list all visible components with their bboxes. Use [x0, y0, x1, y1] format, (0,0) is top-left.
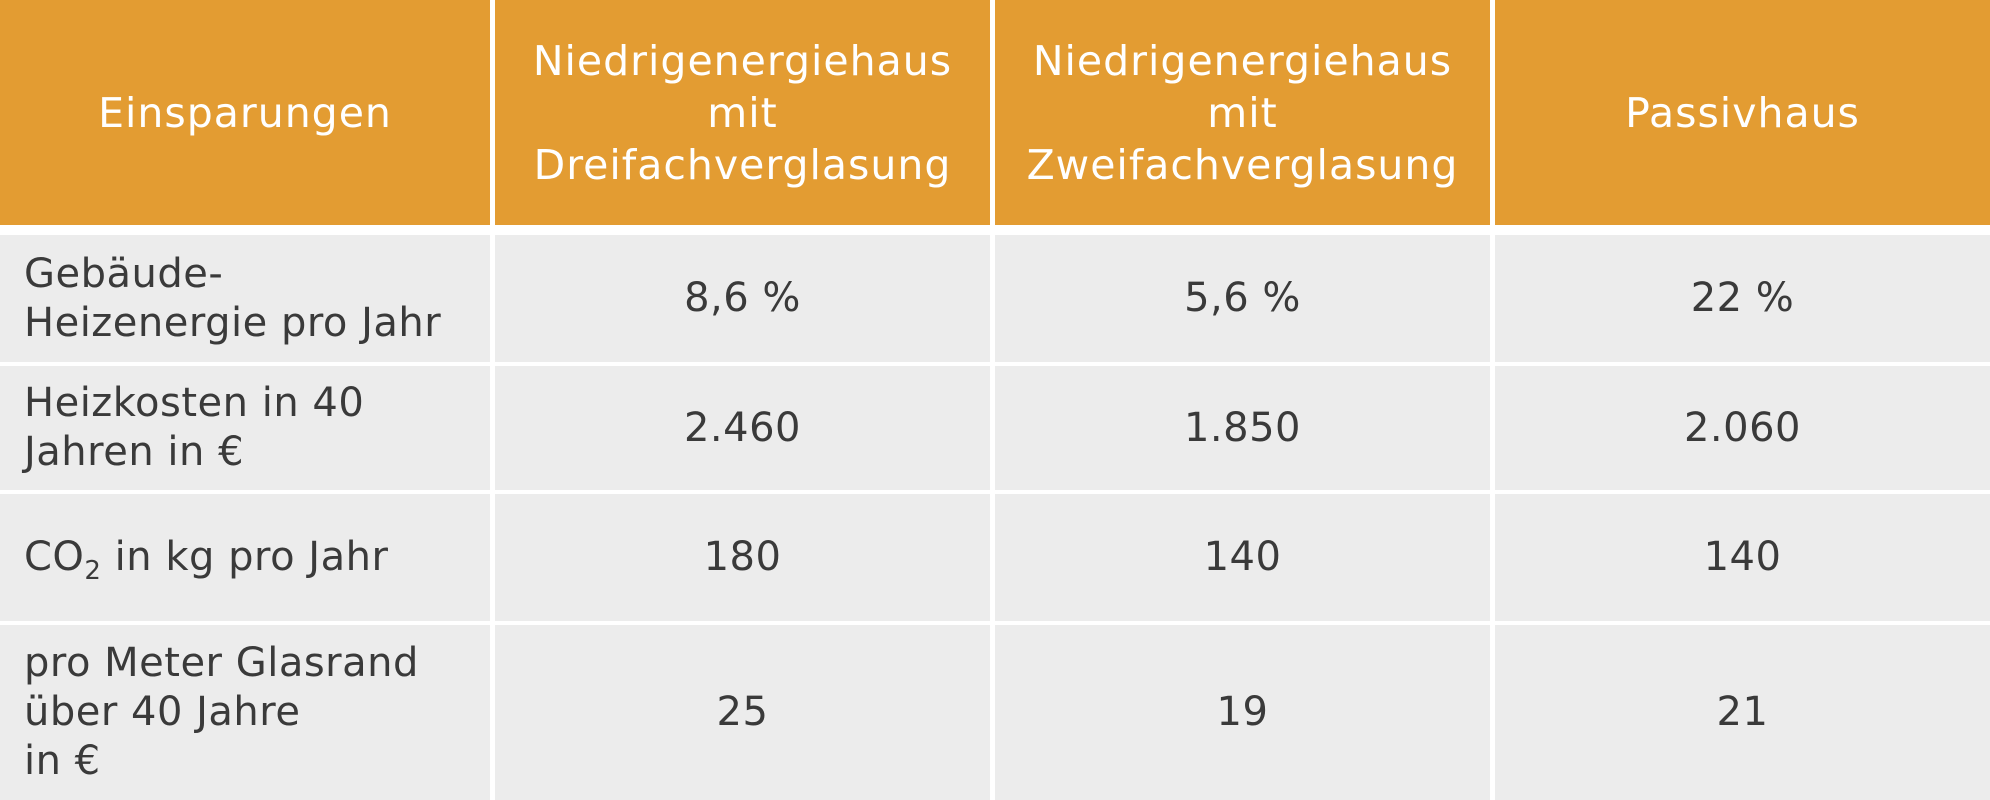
table-header-row: Einsparungen Niedrigenergiehaus mit Drei…	[0, 0, 1990, 225]
header-niedrigenergiehaus-zweifach: Niedrigenergiehaus mit Zweifachverglasun…	[995, 0, 1495, 225]
row-label-subscript: 2	[84, 556, 102, 586]
row-label: Heizkosten in 40 Jahren in €	[0, 366, 495, 494]
value-passivhaus: 140	[1495, 494, 1990, 625]
row-label-line: Heizkosten in 40	[24, 380, 365, 426]
header-einsparungen: Einsparungen	[0, 0, 495, 225]
row-label-line: über 40 Jahre	[24, 689, 301, 735]
row-label: Gebäude- Heizenergie pro Jahr	[0, 235, 495, 366]
row-label-line: in €	[24, 738, 101, 784]
row-label-line: Gebäude-	[24, 250, 224, 297]
header-separator	[0, 225, 1990, 235]
value-dreifach: 25	[495, 625, 995, 800]
header-passivhaus: Passivhaus	[1495, 0, 1990, 225]
table-row: CO2 in kg pro Jahr 180 140 140	[0, 494, 1990, 625]
header-line: mit	[707, 88, 778, 137]
value-zweifach: 140	[995, 494, 1495, 625]
value-passivhaus: 22 %	[1495, 235, 1990, 366]
row-label-co: CO	[24, 534, 85, 580]
header-line: Niedrigenergiehaus	[532, 36, 953, 85]
header-line: Einsparungen	[98, 88, 392, 137]
header-line: mit	[1207, 88, 1278, 137]
header-line: Niedrigenergiehaus	[1032, 36, 1453, 85]
header-niedrigenergiehaus-dreifach: Niedrigenergiehaus mit Dreifachverglasun…	[495, 0, 995, 225]
header-line: Dreifachverglasung	[533, 140, 952, 189]
row-label-rest: in kg pro Jahr	[101, 534, 389, 580]
table-row: Heizkosten in 40 Jahren in € 2.460 1.850…	[0, 366, 1990, 494]
row-label-line: pro Meter Glasrand	[24, 640, 419, 686]
row-label: pro Meter Glasrand über 40 Jahre in €	[0, 625, 495, 800]
header-line: Zweifachverglasung	[1026, 140, 1459, 189]
value-zweifach: 19	[995, 625, 1495, 800]
row-label-line: Jahren in €	[24, 429, 245, 475]
value-dreifach: 180	[495, 494, 995, 625]
header-line: Passivhaus	[1625, 88, 1860, 137]
row-label-line: Heizenergie pro Jahr	[24, 299, 442, 346]
value-dreifach: 2.460	[495, 366, 995, 494]
value-zweifach: 1.850	[995, 366, 1495, 494]
value-passivhaus: 2.060	[1495, 366, 1990, 494]
value-zweifach: 5,6 %	[995, 235, 1495, 366]
value-passivhaus: 21	[1495, 625, 1990, 800]
table-row: Gebäude- Heizenergie pro Jahr 8,6 % 5,6 …	[0, 235, 1990, 366]
table-row: pro Meter Glasrand über 40 Jahre in € 25…	[0, 625, 1990, 800]
value-dreifach: 8,6 %	[495, 235, 995, 366]
row-label: CO2 in kg pro Jahr	[0, 494, 495, 625]
